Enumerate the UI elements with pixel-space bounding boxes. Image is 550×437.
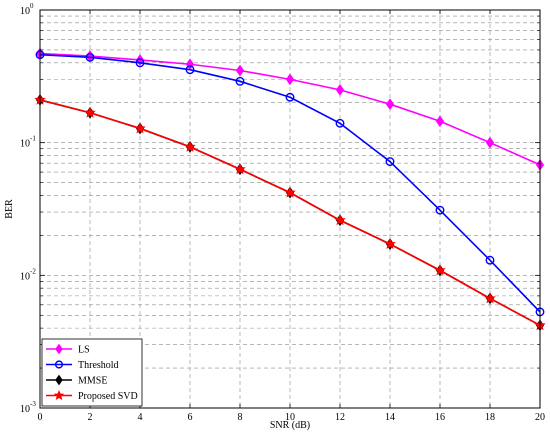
x-tick-label: 6 — [188, 412, 193, 423]
data-point — [55, 343, 63, 355]
series-proposed-svd — [34, 93, 546, 331]
legend-label: Threshold — [78, 360, 119, 371]
data-point — [54, 360, 64, 369]
data-point — [184, 140, 196, 152]
data-point — [484, 292, 496, 304]
series-layer — [34, 47, 546, 332]
x-tick-label: 4 — [138, 412, 143, 423]
star-shape — [234, 163, 246, 175]
data-point — [385, 157, 395, 167]
legend-item: Proposed SVD — [46, 389, 138, 402]
data-point — [384, 238, 396, 249]
data-point — [285, 73, 295, 86]
data-point — [435, 115, 445, 128]
data-point — [234, 163, 246, 175]
x-tick-label: 10 — [285, 412, 295, 423]
legend-label: Proposed SVD — [78, 391, 138, 402]
data-point — [134, 122, 146, 134]
legend-item: LS — [46, 343, 90, 356]
y-tick-exponent: -2 — [30, 267, 36, 275]
data-point — [135, 58, 145, 68]
star-shape — [84, 106, 96, 118]
y-tick-exponent: 0 — [30, 2, 34, 10]
x-tick-label: 16 — [435, 412, 445, 423]
y-tick-label: 10 — [20, 139, 30, 150]
x-tick-label: 12 — [335, 412, 345, 423]
data-point — [235, 64, 245, 77]
data-point — [235, 76, 245, 86]
data-point — [55, 374, 63, 386]
data-point — [53, 389, 65, 400]
data-point — [334, 214, 346, 226]
legend-label: MMSE — [78, 376, 107, 387]
data-point — [485, 136, 495, 149]
data-point — [485, 255, 495, 265]
star-shape — [334, 214, 346, 226]
data-point — [85, 52, 95, 62]
data-point — [435, 205, 445, 215]
y-tick-exponent: -3 — [30, 400, 36, 408]
y-axis-label: BER — [4, 199, 15, 219]
series-threshold — [35, 50, 545, 317]
series-line — [39, 53, 541, 313]
grid — [40, 10, 540, 408]
star-shape — [434, 264, 446, 276]
x-tick-label: 8 — [238, 412, 243, 423]
legend: LS Threshold MMSE Proposed SVD — [41, 338, 143, 407]
star-shape — [53, 389, 65, 400]
x-tick-label: 18 — [485, 412, 495, 423]
x-tick-label: 14 — [385, 412, 395, 423]
y-tick-label: 10 — [20, 6, 30, 17]
star-shape — [284, 186, 296, 198]
data-point — [385, 98, 395, 111]
data-point — [434, 264, 446, 276]
data-point — [285, 92, 295, 102]
legend-label: LS — [78, 345, 90, 356]
star-shape — [484, 292, 496, 304]
legend-item: Threshold — [46, 360, 119, 371]
x-tick-label: 2 — [88, 412, 93, 423]
data-point — [284, 186, 296, 198]
x-tick-label: 20 — [535, 412, 545, 423]
star-shape — [384, 238, 396, 249]
y-tick-label: 10 — [20, 404, 30, 415]
star-shape — [184, 140, 196, 152]
legend-item: MMSE — [46, 374, 107, 387]
data-point — [335, 118, 345, 128]
y-tick-label: 10 — [20, 271, 30, 282]
x-axis-label: SNR (dB) — [270, 420, 310, 431]
x-tick-label: 0 — [38, 412, 43, 423]
data-point — [335, 84, 345, 96]
data-point — [185, 65, 195, 75]
data-point — [84, 106, 96, 118]
star-shape — [134, 122, 146, 134]
y-tick-exponent: -1 — [30, 135, 36, 143]
